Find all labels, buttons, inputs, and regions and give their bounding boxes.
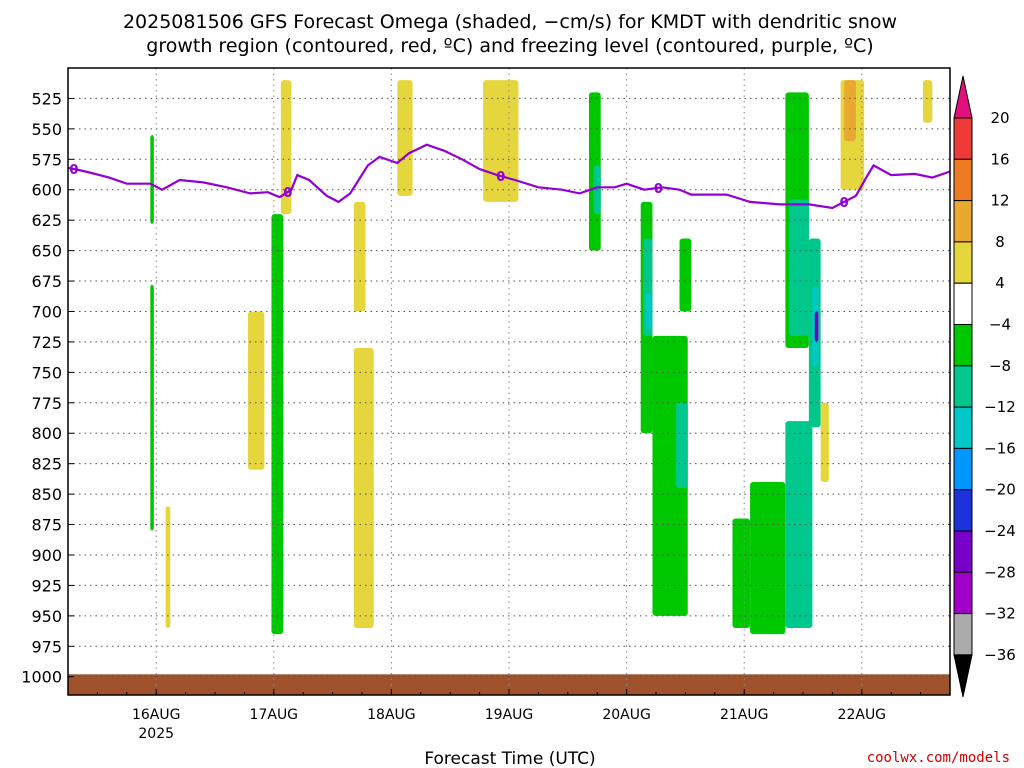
colorbar-label: 8 (995, 233, 1005, 251)
omega-region-17 (679, 238, 692, 312)
x-tick-label-21AUG: 21AUG (720, 707, 769, 723)
y-tick-label-700: 700 (31, 302, 62, 321)
colorbar-label: −24 (984, 522, 1016, 540)
y-tick-label-1000: 1000 (21, 668, 62, 687)
colorbar-swatch-12 (953, 613, 973, 656)
omega-region-5 (280, 80, 292, 215)
colorbar-label: 16 (990, 150, 1009, 168)
omega-region-26 (820, 402, 829, 482)
colorbar-swatch-4 (953, 282, 973, 326)
x-axis-ticks: 16AUG 2025 17AUG 18AUG 19AUG 20AUG 21AUG 22AUG (67, 689, 951, 742)
colorbar-swatch-7 (953, 406, 973, 449)
freezing-level-label: 0 (654, 182, 663, 197)
colorbar-swatch-6 (953, 365, 973, 408)
y-tick-label-975: 975 (31, 637, 62, 656)
y-tick-label-650: 650 (31, 242, 62, 261)
y-tick-label-950: 950 (31, 607, 62, 626)
colorbar-swatch-8 (953, 447, 973, 491)
y-tick-label-850: 850 (31, 485, 62, 504)
colorbar-swatch-9 (953, 489, 973, 532)
freezing-level-label: 0 (283, 186, 292, 201)
omega-region-25 (814, 311, 819, 342)
omega-region-19 (750, 481, 786, 635)
colorbar-label: −12 (984, 398, 1016, 416)
omega-region-14 (645, 293, 652, 330)
y-tick-label-625: 625 (31, 211, 62, 230)
omega-region-16 (675, 402, 688, 489)
omega-region-1 (150, 284, 154, 531)
x-tick-label-19AUG: 19AUG (485, 707, 534, 723)
y-tick-label-600: 600 (31, 181, 62, 200)
y-tick-label-900: 900 (31, 546, 62, 565)
omega-region-9 (483, 80, 519, 202)
chart-title-line-1: 2025081506 GFS Forecast Omega (shaded, −… (123, 11, 897, 33)
omega-region-22 (788, 199, 809, 336)
omega-region-29 (922, 80, 933, 123)
plot-area: 0 0 0 0 0 (67, 67, 951, 696)
x-axis-title: Forecast Time (UTC) (424, 749, 595, 768)
omega-region-6 (353, 201, 366, 312)
colorbar-swatch-2 (953, 200, 973, 243)
colorbar-label: −28 (984, 563, 1016, 581)
x-tick-label-18AUG: 18AUG (367, 707, 416, 723)
y-tick-label-525: 525 (31, 89, 62, 108)
colorbar-swatch-11 (953, 571, 973, 615)
x-tick-label-17AUG: 17AUG (250, 707, 299, 723)
colorbar-swatch-10 (953, 530, 973, 573)
freezing-level-label: 0 (496, 170, 505, 185)
freezing-level-line (68, 143, 950, 210)
colorbar-label: 20 (990, 109, 1009, 127)
plot-inner: 0 0 0 0 0 (68, 68, 950, 695)
y-tick-label-800: 800 (31, 424, 62, 443)
freezing-level-label: 0 (69, 163, 78, 178)
colorbar-swatch-top (953, 75, 973, 119)
omega-region-3 (247, 311, 265, 470)
colorbar-swatch-0 (953, 117, 973, 160)
omega-region-8 (397, 80, 413, 196)
colorbar-swatch-1 (953, 158, 973, 202)
colorbar-label: 4 (995, 274, 1005, 292)
colorbar-label: −32 (984, 605, 1016, 623)
colorbar: 20 16 12 8 4 −4 −8 −12 −16 −20 −24 −28 −32 −36 (953, 75, 1016, 698)
colorbar-label: −36 (984, 646, 1016, 664)
y-tick-label-750: 750 (31, 363, 62, 382)
credit-link[interactable]: coolwx.com/models (867, 750, 1010, 766)
x-tick-label-16AUG: 16AUG (132, 707, 181, 723)
colorbar-swatch-bottom (953, 654, 973, 698)
y-tick-label-825: 825 (31, 455, 62, 474)
x-tick-sublabel: 2025 (138, 726, 174, 742)
omega-region-28 (844, 80, 856, 142)
y-tick-label-675: 675 (31, 272, 62, 291)
y-axis-ticks: 525 550 575 600 625 650 675 700 725 750 775 800 825 8… (21, 89, 74, 687)
chart-title-line-2: growth region (contoured, red, ºC) and f… (146, 35, 873, 57)
omega-region-0 (150, 134, 154, 224)
x-tick-label-20AUG: 20AUG (602, 707, 651, 723)
y-tick-label-725: 725 (31, 333, 62, 352)
y-tick-label-575: 575 (31, 150, 62, 169)
colorbar-label: −4 (989, 316, 1011, 334)
omega-region-4 (271, 214, 284, 635)
omega-region-2 (165, 506, 171, 629)
colorbar-label: −20 (984, 481, 1016, 499)
y-tick-label-925: 925 (31, 576, 62, 595)
colorbar-swatch-5 (953, 324, 973, 367)
colorbar-label: 12 (990, 192, 1009, 210)
omega-region-20 (785, 421, 813, 629)
omega-region-7 (353, 348, 374, 629)
colorbar-swatch-3 (953, 241, 973, 284)
x-tick-label-22AUG: 22AUG (838, 707, 887, 723)
y-tick-label-875: 875 (31, 516, 62, 535)
colorbar-label: −16 (984, 439, 1016, 457)
freezing-level-label: 0 (840, 196, 849, 211)
colorbar-label: −8 (989, 357, 1011, 375)
y-tick-label-775: 775 (31, 394, 62, 413)
omega-region-18 (732, 518, 751, 629)
y-tick-label-550: 550 (31, 120, 62, 139)
